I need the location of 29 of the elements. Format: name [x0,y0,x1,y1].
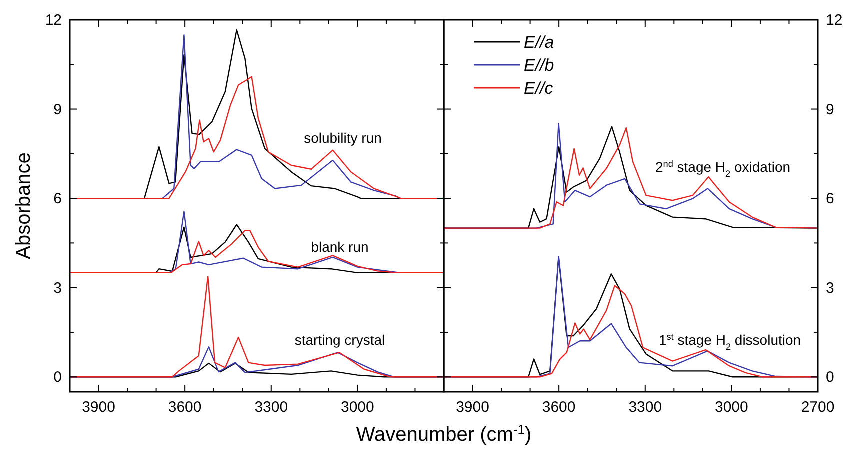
y-tick-label: 6 [826,190,834,208]
x-tick-label: 3600 [168,399,202,416]
x-tick-label: 3300 [628,399,662,416]
y-axis-title: Absorbance [13,152,35,260]
x-axis-title: Wavenumber (cm$^{-1}$) [356,422,532,446]
annotation: solubility run [304,130,382,146]
x-tick-label: 3300 [254,399,288,416]
legend-label: E//c [524,79,554,98]
annotation: starting crystal [294,332,386,348]
y-tick-label: 12 [826,12,843,29]
y-tick-label: 3 [826,280,834,297]
y-tick-label: 12 [45,12,62,29]
x-tick-label: 3000 [715,399,748,416]
x-tick-label: 3000 [341,399,374,416]
legend-label: E//b [524,56,554,75]
annotation: blank run [311,239,369,255]
y-tick-label: 9 [826,101,834,118]
y-tick-label: 0 [826,369,834,386]
legend-label: E//a [524,33,554,52]
annotation: 2$^{nd}$ stage H$_{2}$ oxidation [655,159,791,179]
y-tick-label: 9 [54,101,62,118]
y-tick-label: 0 [54,369,62,386]
x-tick-label: 3600 [542,399,576,416]
x-tick-label: 3900 [456,399,490,416]
y-tick-label: 3 [54,280,62,297]
annotation: 1$^{st}$ stage H$_{2}$ dissolution [658,332,802,352]
x-tick-label: 2700 [801,399,835,416]
x-tick-label: 3900 [82,399,116,416]
y-tick-label: 6 [54,190,62,208]
